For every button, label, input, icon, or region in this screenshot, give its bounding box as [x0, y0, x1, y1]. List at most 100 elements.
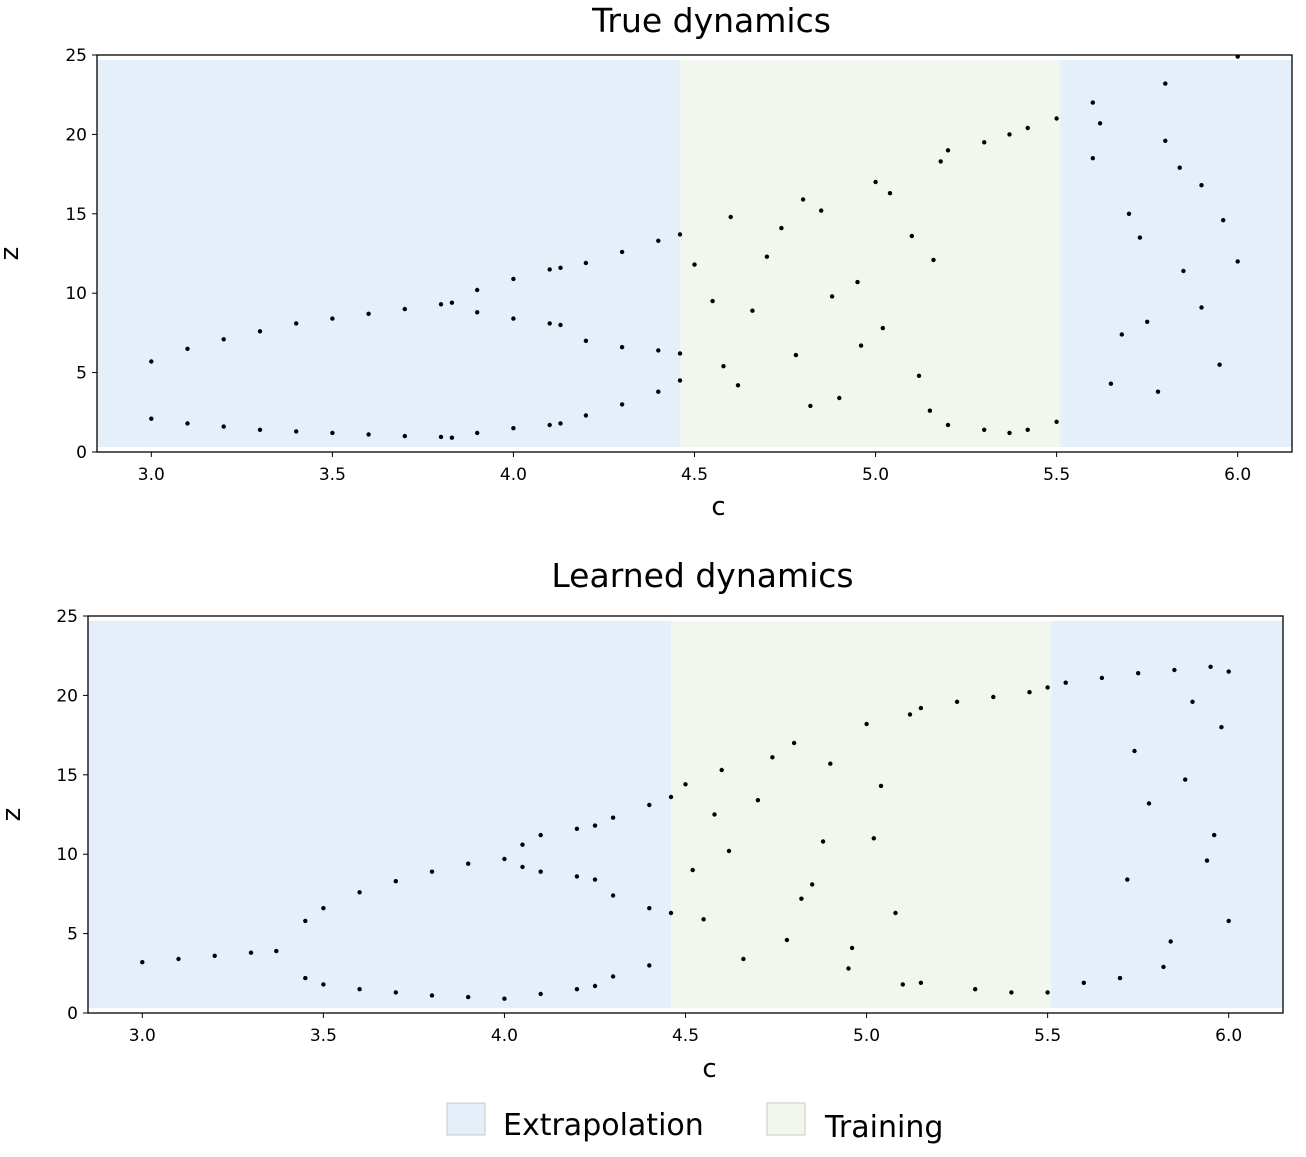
data-point: [1163, 81, 1168, 86]
data-point: [1132, 748, 1137, 754]
data-point: [1054, 419, 1059, 424]
data-point: [583, 338, 589, 343]
data-point: [294, 321, 299, 326]
legend-label-training: Training: [824, 1110, 943, 1145]
x-tick-label: 4.5: [681, 465, 708, 485]
data-point: [1177, 165, 1182, 170]
legend: Extrapolation Training: [446, 1102, 943, 1145]
data-point: [1199, 305, 1204, 310]
data-point: [810, 882, 815, 887]
data-point: [677, 232, 683, 237]
data-point: [449, 435, 455, 440]
data-point: [1208, 664, 1213, 669]
data-point: [750, 308, 755, 313]
data-point: [402, 306, 407, 312]
data-point: [538, 991, 543, 997]
data-point: [520, 842, 525, 847]
data-point: [784, 937, 790, 943]
data-point: [1168, 939, 1173, 944]
data-point: [683, 782, 688, 787]
data-point: [849, 945, 855, 951]
data-point: [257, 329, 263, 334]
data-point: [793, 352, 799, 358]
data-point: [1125, 877, 1130, 882]
data-point: [1172, 667, 1177, 673]
y-tick-label: 15: [56, 766, 78, 786]
data-point: [656, 389, 661, 394]
data-point: [538, 832, 543, 838]
data-point: [1027, 690, 1032, 695]
data-point: [938, 159, 943, 164]
x-tick-label: 3.0: [129, 1026, 156, 1046]
y-tick-label: 10: [56, 845, 78, 865]
data-point: [610, 974, 616, 979]
data-point: [900, 982, 905, 987]
data-point: [547, 267, 552, 272]
data-point: [918, 980, 924, 985]
data-point: [945, 148, 951, 153]
y-tick-label: 20: [65, 125, 87, 145]
data-point: [619, 249, 625, 255]
data-point: [149, 416, 154, 421]
x-axis-label: c: [702, 1054, 716, 1084]
data-point: [502, 996, 507, 1001]
data-point: [466, 861, 471, 866]
x-tick-label: 6.0: [1224, 465, 1251, 485]
data-point: [945, 422, 951, 428]
data-point: [1045, 685, 1050, 690]
data-point: [954, 699, 960, 704]
data-point: [1190, 699, 1195, 704]
data-point: [321, 906, 326, 911]
data-point: [511, 316, 516, 321]
data-point: [656, 348, 661, 353]
x-tick-label: 5.5: [1043, 465, 1070, 485]
data-point: [303, 918, 308, 924]
data-point: [574, 987, 580, 992]
data-point: [893, 910, 898, 916]
data-point: [321, 982, 326, 987]
data-point: [1007, 132, 1012, 137]
y-tick-label: 10: [65, 284, 87, 304]
data-point: [1007, 430, 1012, 436]
data-point: [583, 260, 589, 266]
data-point: [799, 896, 804, 901]
y-tick-label: 5: [76, 364, 87, 384]
data-point: [438, 302, 444, 307]
data-point: [982, 140, 987, 145]
data-point: [1199, 183, 1204, 188]
region-extrapolation-0: [97, 60, 681, 447]
data-point: [1155, 389, 1161, 394]
data-point: [393, 879, 398, 884]
data-point: [1119, 332, 1125, 337]
data-point: [1219, 725, 1224, 730]
x-tick-label: 3.5: [319, 465, 346, 485]
data-point: [701, 917, 706, 922]
legend-swatch-training: [766, 1102, 806, 1136]
data-point: [808, 403, 813, 409]
y-tick-label: 25: [65, 46, 87, 66]
data-point: [764, 254, 770, 259]
panel-learned-dynamics: 3.0 3.5 4.0 4.5 5.0 5.5 6.0 0 5 10 15 20 25 Learned d…: [0, 556, 1284, 1084]
data-point: [1054, 116, 1059, 121]
x-tick-label: 4.0: [491, 1026, 518, 1046]
data-point: [880, 325, 885, 331]
data-point: [1181, 268, 1186, 274]
data-point: [791, 740, 797, 746]
legend-swatch-extrapolation: [446, 1102, 486, 1136]
data-point: [558, 421, 563, 426]
chart-title: True dynamics: [591, 1, 831, 40]
data-point: [828, 761, 833, 766]
data-point: [1161, 964, 1166, 970]
data-point: [1146, 801, 1152, 806]
data-point: [1108, 381, 1114, 386]
data-point: [721, 364, 726, 369]
data-point: [647, 906, 652, 911]
data-point: [710, 298, 715, 304]
data-point: [726, 848, 732, 854]
data-point: [449, 300, 455, 305]
data-point: [1221, 218, 1226, 223]
y-tick-label: 0: [76, 443, 87, 463]
data-point: [916, 373, 922, 378]
data-point: [558, 322, 563, 328]
data-point: [438, 434, 444, 440]
